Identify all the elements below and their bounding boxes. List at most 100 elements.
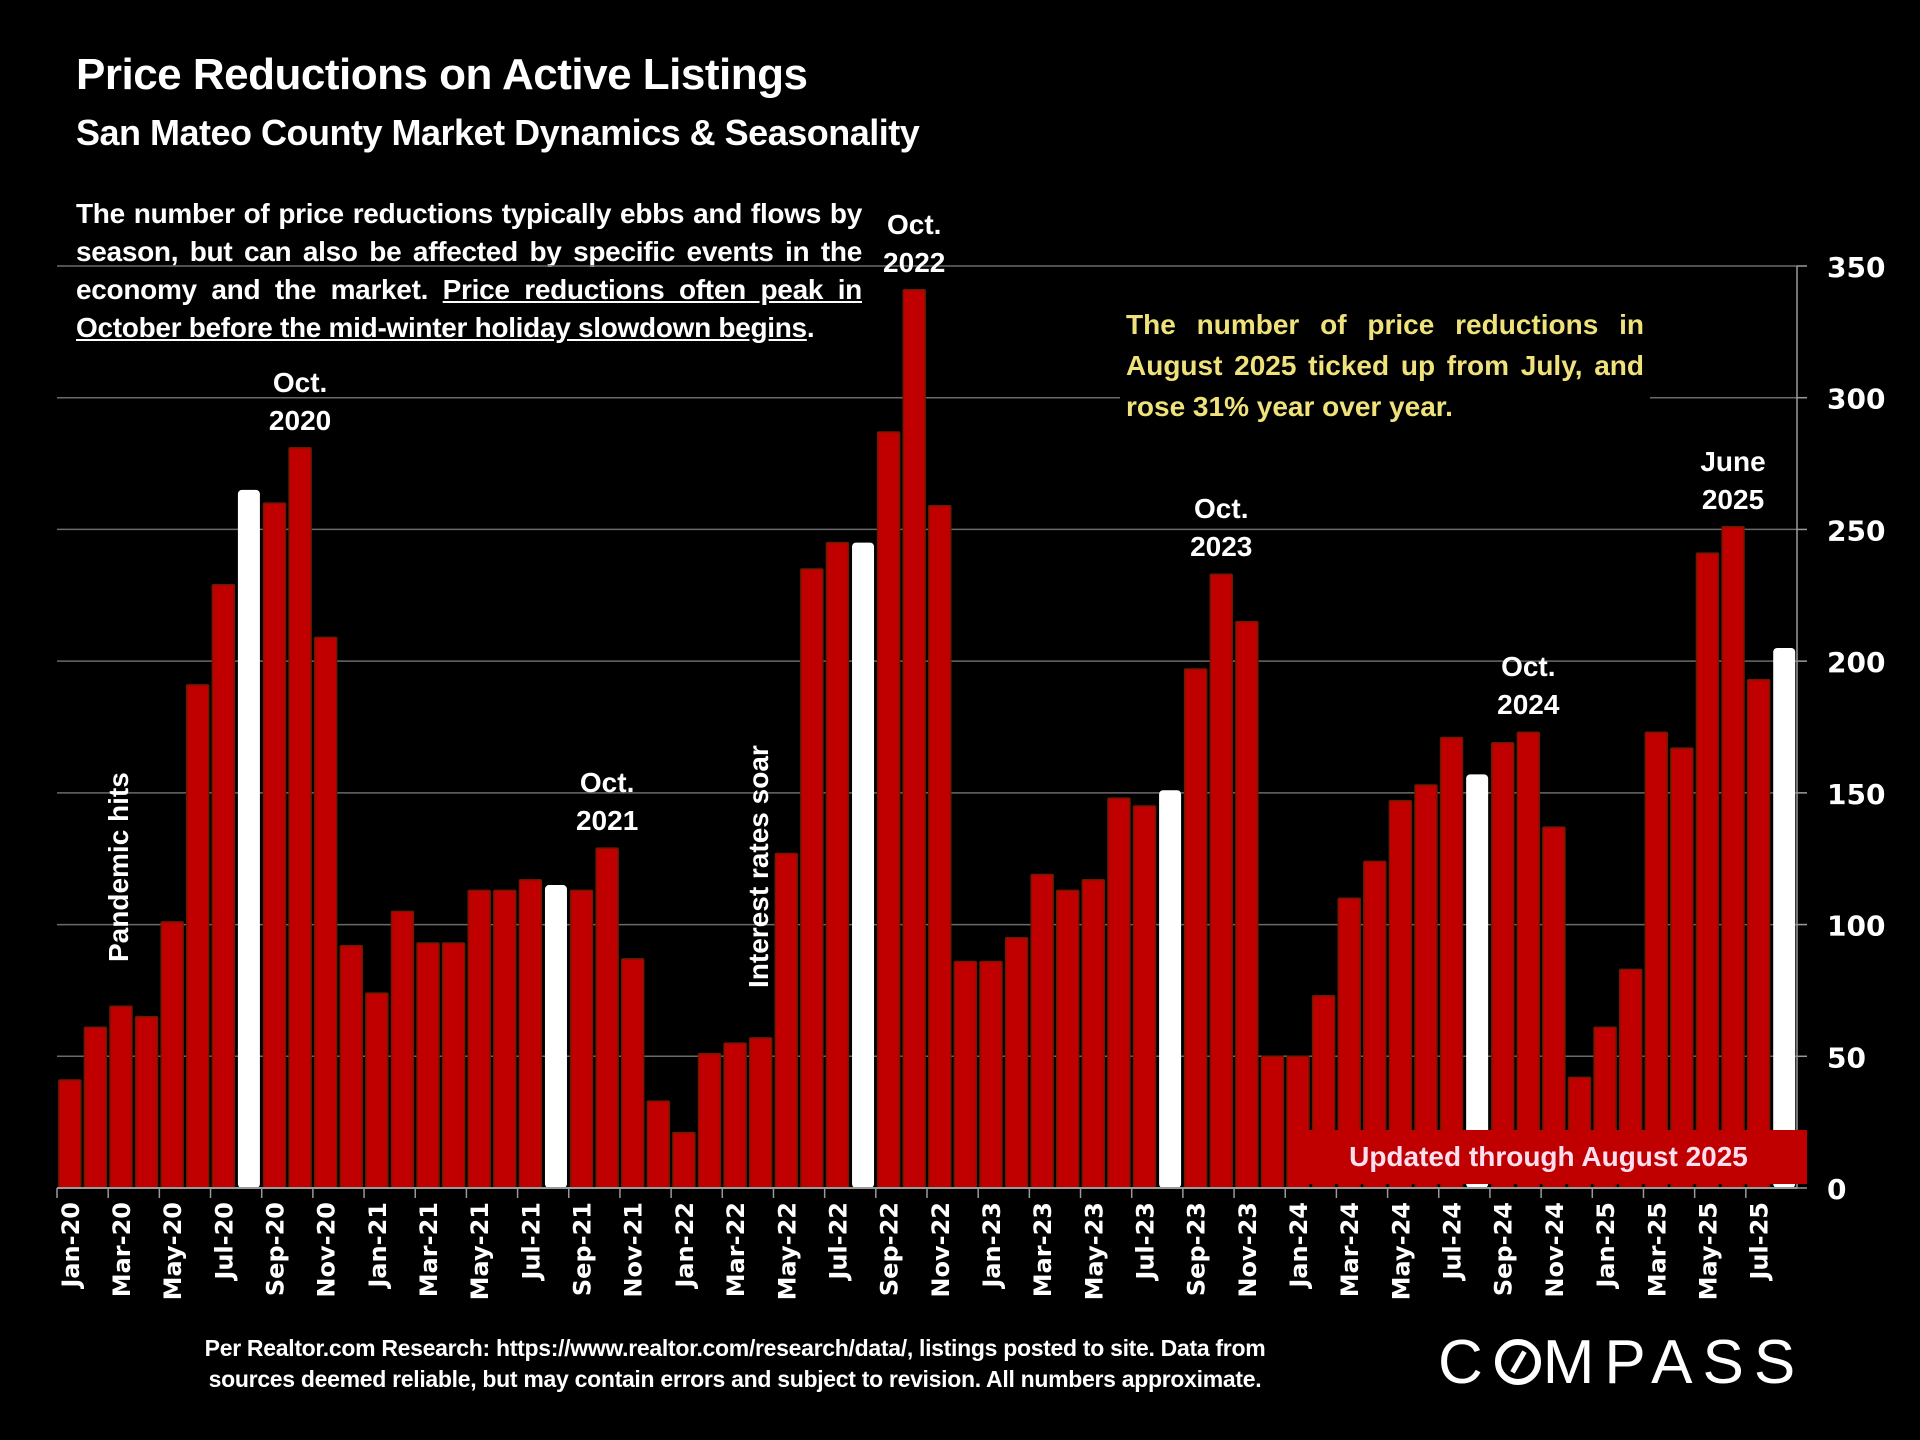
y-tick-label: 100 [1827,910,1885,943]
x-tick-label: Sep-21 [569,1202,597,1296]
x-tick-label: Mar-25 [1643,1202,1671,1297]
y-tick-label: 50 [1827,1041,1866,1074]
x-tick-label: Sep-20 [262,1202,290,1296]
x-tick-label: Sep-24 [1490,1202,1518,1296]
bar-dec-23 [1260,1055,1285,1189]
event-label: Pandemic hits [102,772,134,962]
bar-apr-20 [134,1016,159,1189]
bar-oct-23 [1209,573,1234,1189]
bar-oct-20 [288,447,312,1189]
x-tick-label: Mar-22 [722,1202,750,1297]
bar-may-22 [774,852,799,1189]
intro-text: The number of price reductions typically… [76,198,862,305]
bar-nov-23 [1235,620,1259,1189]
footnote-line-1: Per Realtor.com Research: https://www.re… [204,1335,1266,1361]
bar-aug-24 [1466,774,1489,1188]
bar-nov-22 [928,504,952,1189]
x-tick-label: Nov-23 [1234,1202,1262,1298]
bar-aug-22 [852,542,875,1188]
annotation-line: 2025 [1701,483,1765,515]
x-tick-label: May-24 [1387,1202,1415,1300]
bar-jan-22 [672,1131,696,1189]
compass-o-icon [1494,1339,1541,1385]
bar-sep-21 [569,889,594,1189]
annotation-line: Oct. [886,208,942,240]
x-tick-label: Mar-21 [415,1202,443,1297]
annotation-line: Oct. [1194,493,1249,525]
bar-sep-24 [1490,742,1515,1189]
bar-jan-20 [58,1079,82,1189]
x-tick-label: Jul-23 [1132,1202,1160,1282]
x-tick-label: May-20 [159,1202,187,1300]
bar-jul-22 [825,541,850,1189]
bar-dec-20 [339,944,364,1189]
y-tick-label: 300 [1827,383,1885,416]
x-tick-label: Jan-25 [1592,1202,1620,1290]
y-tick-label: 250 [1827,514,1885,547]
x-tick-label: Jul-20 [210,1202,238,1282]
bar-aug-21 [544,885,567,1188]
x-tick-label: Nov-20 [313,1202,341,1298]
peak-annotation: June 2025 [1673,443,1793,519]
bar-nov-20 [313,636,338,1189]
annotation-line: Oct. [272,366,328,398]
annotation-line: June [1700,445,1766,477]
bar-apr-21 [441,942,466,1189]
bar-jul-20 [211,583,236,1189]
annotation-line: Oct. [579,767,635,799]
bar-may-23 [1081,879,1106,1189]
bar-jun-21 [493,889,517,1189]
annotation-line: 2022 [883,246,946,278]
x-tick-label: Jul-22 [824,1202,852,1282]
x-tick-label: May-22 [773,1202,801,1300]
y-tick-label: 150 [1827,778,1885,811]
x-tick-label: Jan-24 [1285,1202,1313,1290]
bar-oct-22 [902,288,926,1189]
bar-apr-25 [1670,747,1694,1189]
annotation-line: 2024 [1497,689,1560,721]
x-tick-label: May-23 [1080,1202,1108,1300]
bar-feb-22 [697,1052,722,1189]
x-tick-label: May-21 [466,1202,494,1300]
bar-dec-22 [953,960,978,1189]
x-tick-label: Jan-20 [57,1202,85,1290]
bar-feb-21 [390,910,415,1189]
peak-annotation: Oct. 2020 [240,364,360,440]
bar-sep-22 [876,431,901,1189]
peak-annotation: Oct. 2021 [547,764,667,840]
bar-jul-21 [518,879,543,1189]
bar-dec-21 [646,1100,671,1189]
y-tick-label: 0 [1827,1173,1846,1206]
bar-jul-25 [1746,678,1771,1189]
bar-mar-25 [1644,731,1669,1189]
bar-sep-20 [262,502,287,1189]
bar-may-21 [467,889,491,1189]
bar-feb-20 [83,1026,108,1189]
x-tick-label: Mar-23 [1029,1202,1057,1297]
bar-apr-22 [748,1037,773,1189]
bar-jun-25 [1721,526,1745,1189]
bar-jun-20 [185,684,210,1189]
bar-jan-23 [979,960,1003,1189]
x-tick-label: Sep-22 [876,1202,904,1296]
bar-jun-22 [800,568,824,1189]
bar-jan-21 [365,992,389,1189]
logo-text-start: C [1438,1328,1493,1397]
x-tick-label: Jan-22 [671,1202,699,1290]
bar-may-25 [1695,552,1720,1189]
bar-aug-23 [1159,790,1182,1188]
x-tick-label: Nov-21 [620,1202,648,1298]
event-label: Interest rates soar [742,745,774,988]
bar-oct-21 [595,847,619,1189]
bar-mar-23 [1030,873,1054,1189]
bar-nov-21 [620,958,645,1189]
bar-oct-24 [1516,731,1541,1189]
source-footnote: Per Realtor.com Research: https://www.re… [150,1333,1320,1395]
bar-aug-25 [1773,647,1796,1188]
x-tick-label: Nov-24 [1541,1202,1569,1298]
y-tick-label: 350 [1827,251,1885,284]
peak-annotation: Oct. 2022 [854,206,974,282]
x-tick-label: Jan-21 [364,1202,392,1290]
x-tick-label: Nov-22 [927,1202,955,1298]
x-tick-label: Jul-25 [1746,1202,1774,1282]
